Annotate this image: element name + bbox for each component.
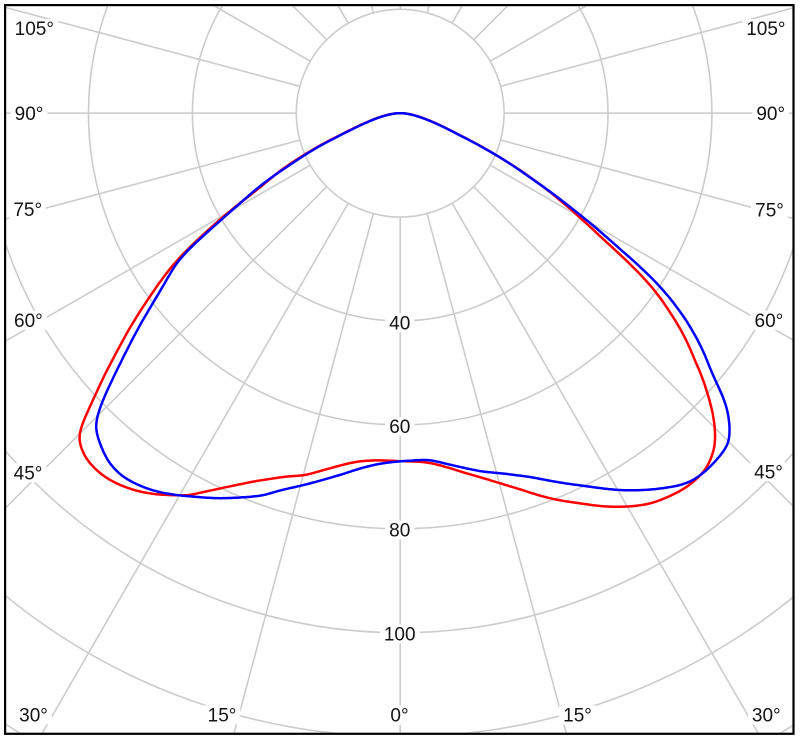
svg-text:90°: 90° — [756, 104, 785, 125]
svg-text:45°: 45° — [754, 462, 783, 483]
svg-text:15°: 15° — [563, 706, 592, 727]
svg-text:40: 40 — [389, 313, 410, 334]
svg-text:100: 100 — [384, 624, 416, 645]
svg-text:80: 80 — [389, 521, 410, 542]
svg-text:105°: 105° — [746, 19, 785, 40]
svg-text:45°: 45° — [14, 463, 43, 484]
svg-text:60: 60 — [389, 417, 410, 438]
svg-text:105°: 105° — [15, 19, 54, 40]
svg-text:15°: 15° — [208, 705, 237, 726]
svg-text:0°: 0° — [390, 706, 408, 727]
svg-text:90°: 90° — [15, 104, 44, 125]
svg-text:30°: 30° — [752, 705, 781, 726]
svg-text:60°: 60° — [14, 311, 43, 332]
svg-text:60°: 60° — [755, 311, 784, 332]
svg-text:75°: 75° — [755, 200, 784, 221]
svg-text:75°: 75° — [13, 200, 42, 221]
svg-text:30°: 30° — [19, 705, 48, 726]
